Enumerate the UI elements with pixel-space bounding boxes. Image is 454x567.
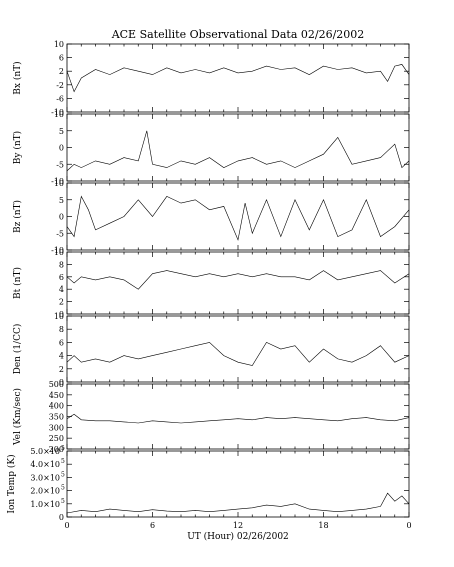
x-axis-label: UT (Hour) 02/26/2002 xyxy=(187,531,289,542)
y-tick-label: 1.0×10 xyxy=(30,500,60,509)
y-tick-label: 200 xyxy=(49,445,64,454)
y-tick-label: 2 xyxy=(59,298,64,307)
y-tick-label: -10 xyxy=(51,108,64,117)
y-tick-label: 4 xyxy=(59,352,64,361)
panel-4: 0 2 4 6 8 10 Bt (nT) xyxy=(12,248,410,319)
x-tick-label: 0 xyxy=(406,521,411,530)
data-series-line xyxy=(66,492,410,514)
panel-1: -10 -6 -2 2 6 10 Bx (nT) xyxy=(12,40,410,117)
y-tick-label: 300 xyxy=(49,423,64,432)
x-tick-label: 12 xyxy=(233,521,243,530)
y-tick-label: 10 xyxy=(54,179,64,188)
y-tick-exponent: 5 xyxy=(61,485,65,492)
panel-2: -10 -5 0 5 10 By (nT) xyxy=(12,110,410,186)
y-tick-label: 0 xyxy=(59,144,64,153)
y-tick-label: 6 xyxy=(59,54,64,63)
y-axis-label: Bt (nT) xyxy=(12,267,23,299)
data-series-line xyxy=(66,342,410,366)
y-tick-exponent: 5 xyxy=(61,498,65,505)
chart-title: ACE Satellite Observational Data 02/26/2… xyxy=(111,28,365,41)
data-series-line xyxy=(66,195,410,241)
y-axis-label: Ion Temp (K) xyxy=(6,454,17,513)
panel-frame xyxy=(66,43,410,113)
y-tick-label: 6 xyxy=(59,273,64,282)
y-tick-label: 450 xyxy=(49,391,64,400)
y-tick-label: 10 xyxy=(54,248,64,257)
x-tick-label: 6 xyxy=(150,521,155,530)
y-tick-label: -5 xyxy=(56,160,64,169)
panel-stack: -10 -6 -2 2 6 10 Bx (nT) -10 -5 0 5 10 By (nT) -10 -5 0… xyxy=(6,40,410,522)
panel-frame xyxy=(66,315,410,383)
x-axis: 0 6 12 18 0 xyxy=(64,521,411,530)
y-tick-label: 8 xyxy=(59,325,64,334)
y-tick-label: -5 xyxy=(56,229,64,238)
y-tick-label: 500 xyxy=(49,380,64,389)
y-tick-label: 10 xyxy=(54,312,64,321)
y-tick-label: 10 xyxy=(54,110,64,119)
y-tick-label: -2 xyxy=(56,81,64,90)
x-tick-label: 0 xyxy=(64,521,69,530)
data-series-line xyxy=(66,270,410,290)
y-tick-exponent: 5 xyxy=(61,445,65,452)
y-axis-label: By (nT) xyxy=(12,131,23,164)
y-tick-label: 0 xyxy=(59,513,64,522)
panel-frame xyxy=(66,113,410,182)
y-tick-label: 3.0×10 xyxy=(30,473,60,482)
y-tick-label: 5 xyxy=(59,127,64,136)
y-tick-label: 5.0×10 xyxy=(30,447,60,456)
panel-3: -10 -5 0 5 10 Bz (nT) xyxy=(12,179,410,255)
y-tick-label: 5 xyxy=(59,196,64,205)
y-tick-label: 8 xyxy=(59,260,64,269)
y-tick-label: -10 xyxy=(51,177,64,186)
y-axis-label: Vel (Km/sec) xyxy=(12,388,23,446)
y-tick-label: 2.0×10 xyxy=(30,487,60,496)
data-series-line xyxy=(66,130,410,172)
y-tick-label: 0 xyxy=(59,213,64,222)
panel-frame xyxy=(66,251,410,315)
y-axis-label: Bx (nT) xyxy=(12,61,23,94)
y-tick-label: -10 xyxy=(51,246,64,255)
y-tick-label: 2 xyxy=(59,365,64,374)
y-axis-label: Bz (nT) xyxy=(12,200,23,233)
y-tick-label: -6 xyxy=(56,94,64,103)
y-tick-label: 4 xyxy=(59,285,64,294)
panel-7: 01.0×10 52.0×10 53.0×10 54.0×10 55.0×10 5Ion … xyxy=(6,445,410,522)
y-tick-label: 0 xyxy=(59,310,64,319)
y-tick-exponent: 5 xyxy=(61,471,65,478)
y-tick-label: 10 xyxy=(54,40,64,49)
data-series-line xyxy=(66,64,410,93)
y-tick-label: 400 xyxy=(49,402,64,411)
y-tick-label: 6 xyxy=(59,338,64,347)
y-tick-label: 350 xyxy=(49,413,64,422)
panel-frame xyxy=(66,383,410,450)
y-axis-label: Den (1/CC) xyxy=(12,324,23,375)
y-tick-exponent: 5 xyxy=(61,458,65,465)
panel-frame xyxy=(66,450,410,518)
y-tick-label: 0 xyxy=(59,378,64,387)
y-tick-label: 4.0×10 xyxy=(30,460,60,469)
y-tick-label: 250 xyxy=(49,434,64,443)
data-series-line xyxy=(66,413,410,424)
panel-5: 0 2 4 6 8 10 Den (1/CC) xyxy=(12,312,410,387)
x-tick-label: 18 xyxy=(318,521,328,530)
y-tick-label: 2 xyxy=(59,67,64,76)
